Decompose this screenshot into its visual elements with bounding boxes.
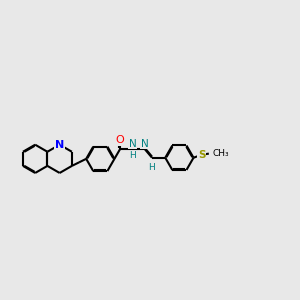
Text: H: H — [129, 152, 136, 160]
Text: O: O — [116, 135, 124, 145]
Text: S: S — [198, 150, 206, 160]
Text: CH₃: CH₃ — [213, 149, 230, 158]
Text: N: N — [55, 140, 64, 150]
Text: N: N — [141, 139, 149, 148]
Text: N: N — [128, 139, 136, 148]
Text: H: H — [148, 163, 155, 172]
